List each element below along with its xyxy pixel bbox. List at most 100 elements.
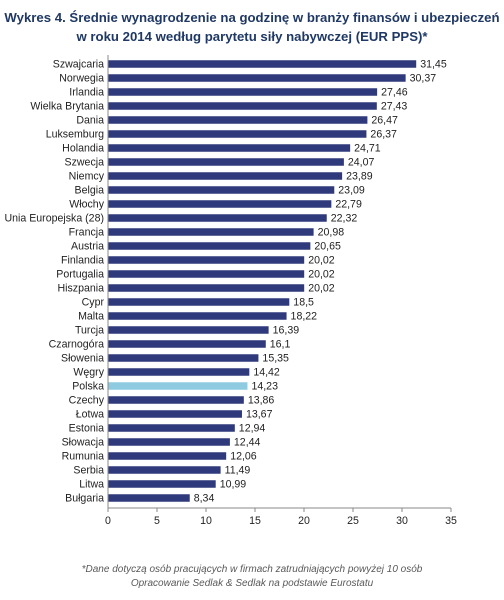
category-label-6: Holandia: [62, 143, 104, 155]
value-label-18: 18,22: [291, 311, 318, 323]
bar-16: [108, 284, 305, 292]
value-label-23: 14,23: [251, 381, 278, 393]
category-label-27: Słowacja: [62, 437, 105, 449]
bar-11: [108, 214, 327, 222]
value-label-25: 13,67: [246, 409, 273, 421]
bar-18: [108, 312, 287, 320]
category-label-23: Polska: [72, 381, 104, 393]
x-tick-label-2: 10: [200, 515, 212, 527]
value-label-1: 30,37: [410, 73, 437, 85]
bar-21: [108, 354, 259, 362]
bar-31: [108, 494, 190, 502]
value-label-31: 8,34: [194, 493, 215, 505]
category-label-24: Czechy: [69, 395, 105, 407]
bar-17: [108, 298, 290, 306]
value-label-28: 12,06: [230, 451, 257, 463]
category-label-25: Łotwa: [76, 409, 104, 421]
value-label-24: 13,86: [248, 395, 275, 407]
bar-20: [108, 340, 266, 348]
bar-30: [108, 480, 216, 488]
bar-15: [108, 270, 305, 278]
value-label-6: 24,71: [354, 143, 381, 155]
value-label-11: 22,32: [331, 213, 358, 225]
value-label-16: 20,02: [308, 283, 335, 295]
bar-12: [108, 228, 314, 236]
category-label-21: Słowenia: [61, 353, 104, 365]
value-label-8: 23,89: [346, 171, 373, 183]
bar-5: [108, 130, 367, 138]
chart-title: Wykres 4. Średnie wynagrodzenie na godzi…: [4, 10, 500, 25]
value-label-30: 10,99: [220, 479, 247, 491]
value-label-0: 31,45: [420, 59, 447, 71]
category-label-16: Hiszpania: [57, 283, 104, 295]
value-label-2: 27,46: [381, 87, 408, 99]
value-label-20: 16,1: [270, 339, 291, 351]
bar-29: [108, 466, 221, 474]
value-label-19: 16,39: [273, 325, 300, 337]
value-label-27: 12,44: [234, 437, 261, 449]
x-tick-label-3: 15: [249, 515, 261, 527]
bar-2: [108, 88, 378, 96]
bar-28: [108, 452, 227, 460]
bar-22: [108, 368, 250, 376]
value-label-29: 11,49: [225, 465, 251, 477]
value-label-26: 12,94: [239, 423, 266, 435]
bar-9: [108, 186, 335, 194]
bar-4: [108, 116, 368, 124]
category-label-8: Niemcy: [69, 171, 105, 183]
category-label-18: Malta: [78, 311, 104, 323]
bar-19: [108, 326, 269, 334]
category-label-4: Dania: [76, 115, 104, 127]
value-label-4: 26,47: [371, 115, 398, 127]
value-label-21: 15,35: [262, 353, 289, 365]
bar-10: [108, 200, 332, 208]
category-label-0: Szwajcaria: [53, 59, 104, 71]
x-tick-label-0: 0: [105, 515, 111, 527]
category-label-26: Estonia: [69, 423, 104, 435]
value-label-14: 20,02: [308, 255, 335, 267]
x-tick-label-1: 5: [154, 515, 160, 527]
category-label-22: Węgry: [73, 367, 104, 379]
bar-7: [108, 158, 344, 166]
footnote-line-1: *Dane dotyczą osób pracujących w firmach…: [81, 564, 423, 575]
category-label-15: Portugalia: [56, 269, 104, 281]
value-label-22: 14,42: [253, 367, 280, 379]
category-label-12: Francja: [69, 227, 104, 239]
bar-6: [108, 144, 351, 152]
bar-1: [108, 74, 406, 82]
category-label-5: Luksemburg: [46, 129, 104, 141]
category-label-11: Unia Europejska (28): [4, 213, 104, 225]
bar-27: [108, 438, 230, 446]
category-label-20: Czarnogóra: [49, 339, 104, 351]
value-label-10: 22,79: [335, 199, 362, 211]
footnote-source: Opracowanie Sedlak & Sedlak na podstawie…: [130, 578, 374, 589]
category-label-2: Irlandia: [69, 87, 104, 99]
category-label-14: Finlandia: [61, 255, 104, 267]
bar-14: [108, 256, 305, 264]
bar-0: [108, 60, 417, 68]
value-label-9: 23,09: [338, 185, 365, 197]
category-label-30: Litwa: [79, 479, 104, 491]
x-tick-label-4: 20: [298, 515, 310, 527]
category-label-29: Serbia: [73, 465, 104, 477]
x-tick-label-6: 30: [396, 515, 408, 527]
value-label-12: 20,98: [318, 227, 345, 239]
bar-26: [108, 424, 235, 432]
bar-13: [108, 242, 311, 250]
category-label-3: Wielka Brytania: [30, 101, 104, 113]
bar-25: [108, 410, 242, 418]
value-label-5: 26,37: [370, 129, 397, 141]
chart-subtitle: w roku 2014 według parytetu siły nabywcz…: [76, 29, 428, 44]
category-label-17: Cypr: [82, 297, 105, 309]
x-tick-label-7: 35: [445, 515, 457, 527]
category-label-9: Belgia: [75, 185, 105, 197]
bar-23: [108, 382, 248, 390]
bar-3: [108, 102, 377, 110]
category-label-28: Rumunia: [62, 451, 105, 463]
value-label-3: 27,43: [381, 101, 408, 113]
category-label-10: Włochy: [69, 199, 104, 211]
value-label-17: 18,5: [293, 297, 314, 309]
value-label-7: 24,07: [348, 157, 375, 169]
bar-8: [108, 172, 343, 180]
